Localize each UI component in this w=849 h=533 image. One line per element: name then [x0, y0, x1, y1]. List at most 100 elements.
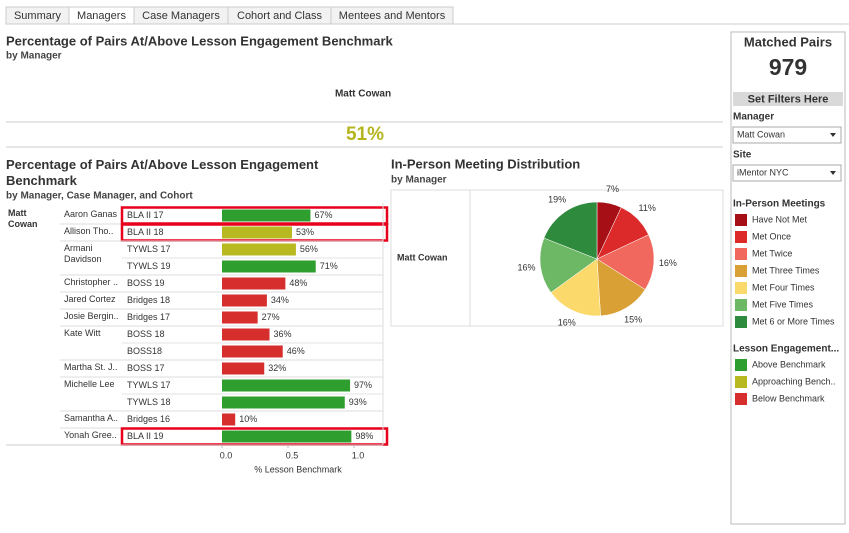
case-manager: Michelle Lee [64, 379, 115, 389]
cohort-label: BLA II 19 [127, 431, 164, 441]
bar-manager-box: Matt Cowan [8, 208, 38, 229]
case-manager: Samantha A.. [64, 413, 119, 423]
bar-value-label: 93% [349, 397, 367, 407]
case-manager: Christopher .. [64, 277, 119, 287]
bar-value-label: 36% [274, 329, 292, 339]
case-manager-box: Michelle Lee [64, 379, 115, 389]
case-manager-box: Samantha A.. [64, 413, 119, 423]
headline-title: Percentage of Pairs At/Above Lesson Enga… [6, 33, 394, 48]
cohort-label: BOSS18 [127, 346, 162, 356]
x-tick-label: 1.0 [352, 450, 365, 460]
cohort-label: BOSS 19 [127, 278, 165, 288]
bar [222, 277, 286, 290]
side-value: 979 [769, 54, 807, 80]
cohort-label: Bridges 16 [127, 414, 170, 424]
bar-value-label: 71% [320, 261, 338, 271]
pie-value-label: 16% [659, 258, 677, 268]
bar-chart-title: Percentage of Pairs At/Above Lesson Enga… [6, 157, 319, 188]
bar [222, 311, 258, 324]
pie-frame [390, 189, 724, 327]
cohort-label: Bridges 17 [127, 312, 170, 322]
tab[interactable] [330, 6, 454, 25]
case-manager: Armani Davidson [64, 243, 102, 264]
bar-value-label: 34% [271, 295, 289, 305]
filter-select[interactable] [732, 164, 842, 182]
case-manager: Aaron Ganas [64, 209, 118, 219]
legend-swatch [735, 214, 747, 226]
cohort-label: BOSS 17 [127, 363, 165, 373]
bar-value-label: 48% [289, 278, 307, 288]
headline-manager: Matt Cowan [335, 89, 391, 100]
legend-swatch [735, 282, 747, 294]
bar-manager: Matt Cowan [8, 208, 38, 229]
headline-value: 51% [346, 124, 384, 145]
legend-swatch [735, 316, 747, 328]
bar [222, 345, 283, 358]
bar [222, 379, 351, 392]
cohort-label: TYWLS 17 [127, 380, 171, 390]
case-manager-box: Jared Cortez [64, 294, 116, 304]
headline-subtitle: by Manager [6, 51, 62, 62]
bar [222, 362, 265, 375]
case-manager-box: Kate Witt [64, 328, 101, 338]
cohort-label: BLA II 17 [127, 210, 164, 220]
pie-value-label: 15% [624, 314, 642, 324]
pie-title: In-Person Meeting Distribution [391, 156, 580, 171]
tab-label[interactable]: Mentees and Mentors [339, 10, 446, 22]
filter-value[interactable]: Matt Cowan [737, 129, 785, 139]
dropdown-arrow[interactable] [830, 133, 836, 137]
legend-swatch [735, 265, 747, 277]
legend-label: Met Three Times [752, 265, 820, 275]
pie-slice [596, 258, 646, 317]
dropdown-arrow[interactable] [830, 171, 836, 175]
bar-value-label: 97% [354, 380, 372, 390]
bar-value-label: 32% [268, 363, 286, 373]
legend-label: Met Five Times [752, 299, 814, 309]
legend-swatch [735, 376, 747, 388]
case-manager: Yonah Gree.. [64, 430, 117, 440]
bar [222, 396, 345, 409]
tab-label[interactable]: Cohort and Class [237, 10, 322, 22]
cohort-label: BLA II 18 [127, 227, 164, 237]
bar [222, 430, 352, 443]
x-tick-label: 0.5 [286, 450, 299, 460]
legend-swatch [735, 299, 747, 311]
pie-legend-title: In-Person Meetings [733, 199, 826, 210]
filter-value[interactable]: iMentor NYC [737, 167, 789, 177]
cohort-label: TYWLS 18 [127, 397, 171, 407]
cohort-label: BOSS 18 [127, 329, 165, 339]
case-manager-box: Armani Davidson [64, 243, 102, 264]
bar [222, 294, 267, 307]
legend-label: Approaching Bench.. [752, 376, 836, 386]
bar-chart-title-box: Percentage of Pairs At/Above Lesson Enga… [6, 157, 319, 188]
tab-label[interactable]: Managers [77, 10, 126, 22]
bar-value-label: 46% [287, 346, 305, 356]
legend-label: Met Twice [752, 248, 792, 258]
pie-slice [550, 258, 601, 317]
case-manager: Josie Bergin.. [64, 311, 119, 321]
filter-select[interactable] [732, 126, 842, 144]
legend-swatch [735, 231, 747, 243]
bar-value-label: 27% [262, 312, 280, 322]
case-manager: Jared Cortez [64, 294, 116, 304]
filter-label: Manager [733, 112, 774, 123]
case-manager: Martha St. J.. [64, 362, 118, 372]
legend-label: Met 6 or More Times [752, 316, 835, 326]
x-tick-label: 0.0 [220, 450, 233, 460]
case-manager-box: Yonah Gree.. [64, 430, 117, 440]
pie-value-label: 16% [518, 262, 536, 272]
case-manager-box: Christopher .. [64, 277, 119, 287]
filters-button[interactable] [733, 92, 843, 106]
tab-label[interactable]: Case Managers [142, 10, 220, 22]
cohort-label: TYWLS 17 [127, 244, 171, 254]
pie-slice [539, 237, 598, 293]
pie-value-label: 11% [639, 203, 656, 213]
bar-chart-subtitle: by Manager, Case Manager, and Cohort [6, 191, 193, 202]
case-manager-box: Josie Bergin.. [64, 311, 119, 321]
case-manager-box: Martha St. J.. [64, 362, 118, 372]
bar [222, 328, 270, 341]
filters-button-label[interactable]: Set Filters Here [748, 93, 829, 105]
case-manager: Kate Witt [64, 328, 101, 338]
tab-label[interactable]: Summary [14, 10, 62, 22]
